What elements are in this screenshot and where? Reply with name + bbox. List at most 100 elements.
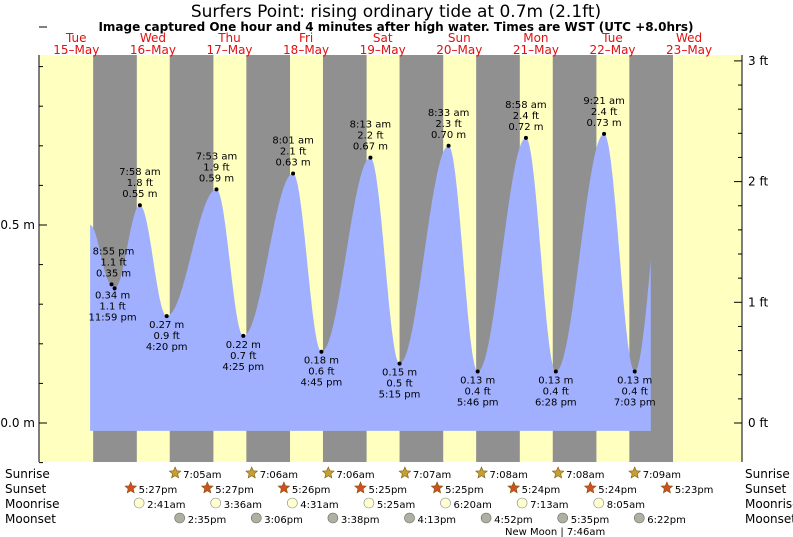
day-header-dow: Wed <box>676 31 702 45</box>
tide-extreme-label: 2.4 ft <box>591 107 617 118</box>
sunrise-time: 7:07am <box>413 470 451 481</box>
row-label-sunrise-left: Sunrise <box>5 467 50 481</box>
tide-extreme-label: 0.63 m <box>275 158 310 169</box>
moonrise-icon <box>440 497 451 509</box>
day-header-date: 20–May <box>436 43 482 57</box>
tide-extreme-dot <box>137 203 142 208</box>
tide-extreme-dot <box>553 369 558 374</box>
moonset-icon <box>174 512 186 524</box>
moonrise-time: 5:25am <box>377 500 415 511</box>
tide-extreme-label: 0.67 m <box>353 142 388 153</box>
tide-extreme-label: 0.70 m <box>431 130 466 141</box>
moonrise-icon <box>133 497 145 509</box>
row-label-moonset-left: Moonset <box>5 512 56 526</box>
chart-title: Surfers Point: rising ordinary tide at 0… <box>191 2 601 22</box>
tide-extreme-dot <box>602 131 607 136</box>
tide-extreme-label: 7:58 am <box>119 167 161 178</box>
astronomy-rows: 7:05am 7:06am 7:06am 7:07am 7:08am 7:08am 7:09… <box>124 466 713 526</box>
tide-extreme-label: 5:15 pm <box>379 390 421 401</box>
tide-extreme-label: 1.1 ft <box>100 257 126 268</box>
tide-extreme-label: 0.35 m <box>96 268 131 279</box>
tide-extreme-label: 0.73 m <box>586 118 621 129</box>
tide-extreme-label: 1.9 ft <box>203 162 229 173</box>
sunset-time: 5:27pm <box>139 485 178 496</box>
sunset-star-icon <box>277 481 291 494</box>
right-tick-label: 3 ft <box>748 54 768 68</box>
sunrise-time: 7:05am <box>183 470 221 481</box>
sunrise-star-icon <box>475 466 488 479</box>
day-header-date: 16–May <box>130 43 176 57</box>
sunrise-star-icon <box>628 466 642 479</box>
moonrise-time: 8:05am <box>607 500 645 511</box>
right-tick-label: 0 ft <box>748 416 768 430</box>
tide-extreme-label: 4:25 pm <box>222 362 264 373</box>
tide-extreme-label: 0.5 ft <box>386 379 412 390</box>
sunset-star-icon <box>660 481 674 494</box>
day-header-dow: Thu <box>217 31 241 45</box>
row-label-moonset-right: Moonset <box>745 512 793 526</box>
sunset-time: 5:25pm <box>368 485 407 496</box>
sunset-star-icon <box>583 481 597 494</box>
tide-extreme-label: 1.8 ft <box>127 178 153 189</box>
tide-extreme-label: 0.15 m <box>382 368 417 379</box>
tide-extreme-dot <box>241 333 246 338</box>
tide-extreme-label: 0.9 ft <box>154 331 180 342</box>
tide-extreme-label: 8:55 pm <box>93 246 135 257</box>
row-label-moonrise-right: Moonrise <box>745 497 793 511</box>
sunrise-time: 7:06am <box>336 470 374 481</box>
day-header-date: 17–May <box>206 43 252 57</box>
sunrise-time: 7:09am <box>643 470 681 481</box>
sunset-star-icon <box>200 481 214 494</box>
day-header-dow: Sun <box>448 31 471 45</box>
tide-extreme-dot <box>112 286 117 291</box>
tide-extreme-label: 2.3 ft <box>435 119 461 130</box>
tide-extreme-dot <box>475 369 480 374</box>
row-label-sunset-right: Sunset <box>745 482 786 496</box>
tide-extreme-label: 2.1 ft <box>280 147 306 158</box>
sunset-time: 5:24pm <box>522 485 561 496</box>
moonrise-time: 3:36am <box>224 500 262 511</box>
tide-water-area <box>90 133 651 431</box>
row-label-sunrise-right: Sunrise <box>745 467 790 481</box>
day-header-dow: Sat <box>373 31 393 45</box>
day-header-date: 22–May <box>589 43 635 57</box>
tide-extreme-label: 4:45 pm <box>301 378 343 389</box>
day-header-dow: Tue <box>65 31 87 45</box>
tide-extreme-label: 0.27 m <box>149 320 184 331</box>
sunrise-time: 7:06am <box>260 470 298 481</box>
sunrise-star-icon <box>245 466 259 479</box>
tide-extreme-dot <box>291 171 296 176</box>
moonset-icon <box>327 512 339 524</box>
tide-extreme-dot <box>632 369 637 374</box>
tide-extreme-label: 2.2 ft <box>357 131 383 142</box>
sunrise-time: 7:08am <box>490 470 528 481</box>
tide-extreme-label: 11:59 pm <box>89 312 137 323</box>
tide-extreme-label: 4:20 pm <box>146 342 188 353</box>
tide-extreme-label: 0.18 m <box>304 356 339 367</box>
tide-extreme-label: 0.22 m <box>226 340 261 351</box>
moonset-icon <box>634 512 645 524</box>
tide-extreme-label: 5:46 pm <box>457 398 499 409</box>
sunrise-star-icon <box>321 466 335 479</box>
moonrise-time: 7:13am <box>530 500 568 511</box>
right-tick-label: 1 ft <box>748 295 768 309</box>
sunset-star-icon <box>124 481 138 494</box>
tide-extreme-dot <box>368 155 373 160</box>
tide-extreme-dot <box>523 135 528 140</box>
tide-extreme-label: 7:03 pm <box>614 398 656 409</box>
moonrise-time: 2:41am <box>147 500 185 511</box>
tide-extreme-label: 0.4 ft <box>622 387 648 398</box>
tide-extreme-label: 7:53 am <box>196 151 238 162</box>
day-headers: Tue15–MayWed16–MayThu17–MayFri18–MaySat1… <box>53 31 712 57</box>
tide-extreme-label: 0.59 m <box>199 173 234 184</box>
tide-extreme-label: 0.13 m <box>617 376 652 387</box>
tide-extreme-label: 2.4 ft <box>513 111 539 122</box>
tide-extreme-label: 8:01 am <box>272 136 314 147</box>
day-header-date: 23–May <box>666 43 712 57</box>
moonset-time: 6:22pm <box>647 515 686 526</box>
day-header-date: 15–May <box>53 43 99 57</box>
tide-extreme-label: 8:33 am <box>428 108 470 119</box>
tide-extreme-dot <box>164 314 169 319</box>
